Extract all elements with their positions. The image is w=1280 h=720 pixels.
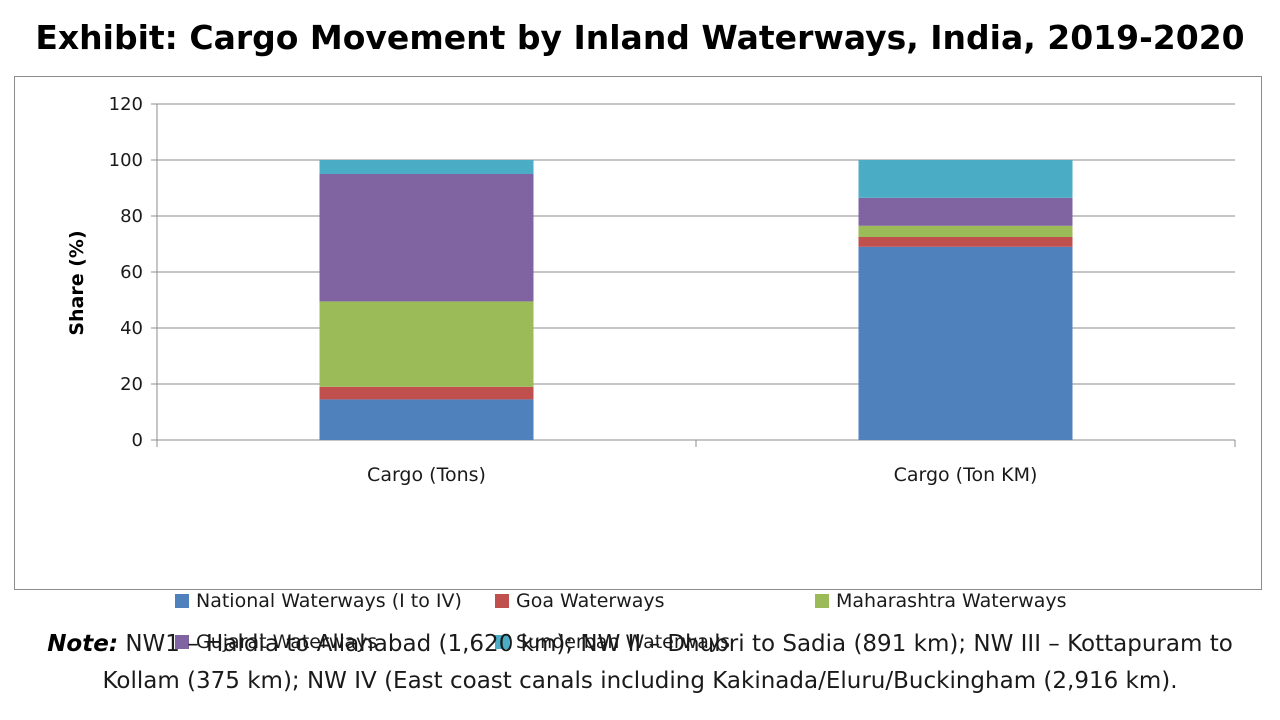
footnote: Note: NW1 – Haldia to Allahabad (1,620 k… [20,626,1260,700]
legend-item: Maharashtra Waterways [815,590,1067,612]
legend-swatch [495,635,509,649]
legend-label: Goa Waterways [516,590,665,612]
y-tick-label: 40 [120,318,143,339]
bar-segment-goa-waterways [319,386,534,400]
note-text: NW1 – Haldia to Allahabad (1,620 km); NW… [102,631,1233,694]
legend-label: Gujarat Waterways [196,631,378,653]
y-axis-title: Share (%) [66,230,88,335]
legend-swatch [495,594,509,608]
bar-segment-gujarat-waterways [319,174,534,302]
y-tick-label: 120 [109,94,143,115]
x-category-label: Cargo (Ton KM) [894,464,1038,486]
bar-segment-national-waterways-i-to-iv [319,399,534,440]
bar-segment-goa-waterways [858,237,1073,247]
legend-item: Goa Waterways [495,590,665,612]
legend-item: Gujarat Waterways [175,631,377,653]
bar-segment-national-waterways-i-to-iv [858,246,1073,440]
y-tick-label: 80 [120,206,143,227]
legend-swatch [175,594,189,608]
legend-label: National Waterways (I to IV) [196,590,462,612]
legend-item: Sunderban Waterways [495,631,730,653]
bar-segment-gujarat-waterways [858,197,1073,226]
legend-label: Maharashtra Waterways [836,590,1067,612]
y-tick-label: 0 [132,430,143,451]
x-category-label: Cargo (Tons) [367,464,486,486]
bar-segment-sunderban-waterways [858,160,1073,198]
legend-item: National Waterways (I to IV) [175,590,462,612]
note-label: Note: [47,631,119,657]
chart-frame: 0 20 40 60 80 100 120 Cargo (Tons) Cargo (Ton KM… [14,76,1262,653]
bar-segment-maharashtra-waterways [858,225,1073,237]
y-tick-label: 100 [109,150,143,171]
y-tick-label: 20 [120,374,143,395]
legend-label: Sunderban Waterways [516,631,730,653]
stacked-bar-chart: 0 20 40 60 80 100 120 Cargo (Tons) Cargo (Ton KM… [66,94,1236,486]
bar-segment-sunderban-waterways [319,160,534,174]
exhibit-title: Exhibit: Cargo Movement by Inland Waterw… [35,18,1245,57]
legend-swatch [815,594,829,608]
y-tick-label: 60 [120,262,143,283]
bar-segment-maharashtra-waterways [319,301,534,387]
legend-swatch [175,635,189,649]
